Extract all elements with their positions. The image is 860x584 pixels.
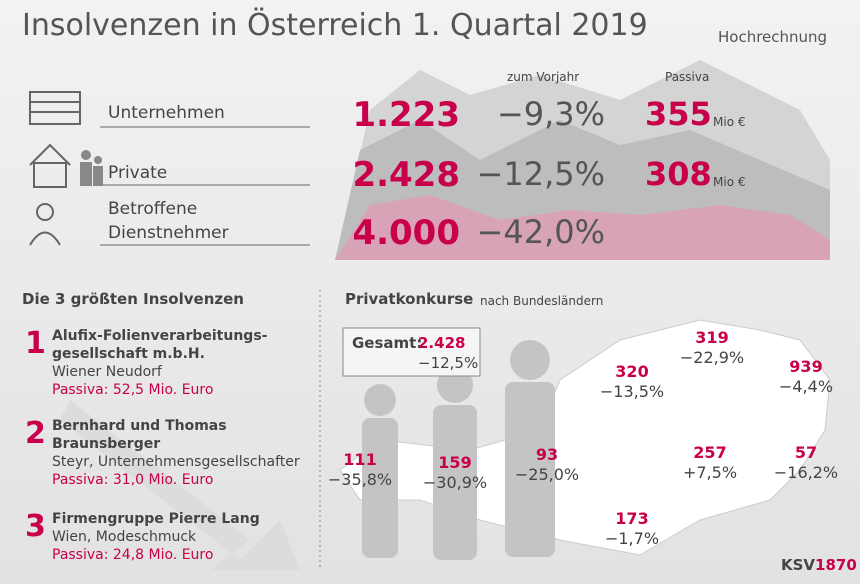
company-passiva: Passiva: 31,0 Mio. Euro <box>52 472 214 488</box>
column-header: zum Vorjahr <box>507 70 580 84</box>
region-count: 93 <box>535 445 559 464</box>
total-label: Gesamt: <box>352 334 423 352</box>
count: 4.000 <box>352 213 460 253</box>
region-count: 111 <box>343 450 377 469</box>
region-count: 57 <box>794 443 818 462</box>
location: Wien, Modeschmuck <box>52 529 197 545</box>
row-label: Betroffene <box>108 199 198 219</box>
region-change: −25,0% <box>514 465 580 484</box>
location: Steyr, Unternehmensgesellschafter <box>52 454 300 470</box>
company-name: Bernhard und Thomas <box>52 418 227 434</box>
brand: KSV1870 <box>781 556 857 574</box>
region-change: −13,5% <box>599 382 665 401</box>
company-name: gesellschaft m.b.H. <box>52 346 205 362</box>
company-passiva: Passiva: 24,8 Mio. Euro <box>52 547 214 563</box>
unit: Mio € <box>713 175 746 189</box>
region-count: 173 <box>615 509 649 528</box>
change: −12,5% <box>476 155 605 193</box>
column-header: Passiva <box>665 70 710 84</box>
passiva: 308 <box>645 155 712 193</box>
total-change: −12,5% <box>418 354 479 372</box>
change: −42,0% <box>476 213 605 251</box>
company-passiva: Passiva: 52,5 Mio. Euro <box>52 382 214 398</box>
company-name: Firmengruppe Pierre Lang <box>52 511 260 527</box>
brand-suffix: 1870 <box>815 556 857 574</box>
region-change: −30,9% <box>422 473 488 492</box>
company-name: Alufix-Folienverarbeitungs- <box>52 328 268 344</box>
change: −9,3% <box>496 95 605 133</box>
region-change: −16,2% <box>773 463 839 482</box>
region-count: 939 <box>789 357 823 376</box>
region-count: 319 <box>695 328 729 347</box>
title: Insolvenzen in Österreich 1. Quartal 201… <box>22 8 648 43</box>
region-change: −4,4% <box>778 377 834 396</box>
section-subtitle: nach Bundesländern <box>480 294 604 308</box>
passiva: 355 <box>645 95 712 133</box>
row-label: Unternehmen <box>108 103 225 123</box>
region-count: 320 <box>615 362 649 381</box>
rank: 3 <box>25 509 46 544</box>
region-change: −22,9% <box>679 348 745 367</box>
brand-prefix: KSV <box>781 556 816 574</box>
section-title: Die 3 größten Insolvenzen <box>22 290 244 308</box>
location: Wiener Neudorf <box>52 364 162 380</box>
section-title: Privatkonkurse <box>345 290 474 308</box>
region-change: −35,8% <box>327 470 393 489</box>
total-count: 2.428 <box>418 334 466 352</box>
company-name: Braunsberger <box>52 436 161 452</box>
region-change: −1,7% <box>604 529 660 548</box>
row-label: Dienstnehmer <box>108 223 229 243</box>
unit: Mio € <box>713 115 746 129</box>
count: 1.223 <box>352 95 460 135</box>
rank: 1 <box>25 326 46 361</box>
row-label: Private <box>108 163 168 183</box>
region-change: +7,5% <box>682 463 738 482</box>
rank: 2 <box>25 416 46 451</box>
count: 2.428 <box>352 155 460 195</box>
region-count: 159 <box>438 453 472 472</box>
region-count: 257 <box>693 443 727 462</box>
note: Hochrechnung <box>718 28 828 46</box>
